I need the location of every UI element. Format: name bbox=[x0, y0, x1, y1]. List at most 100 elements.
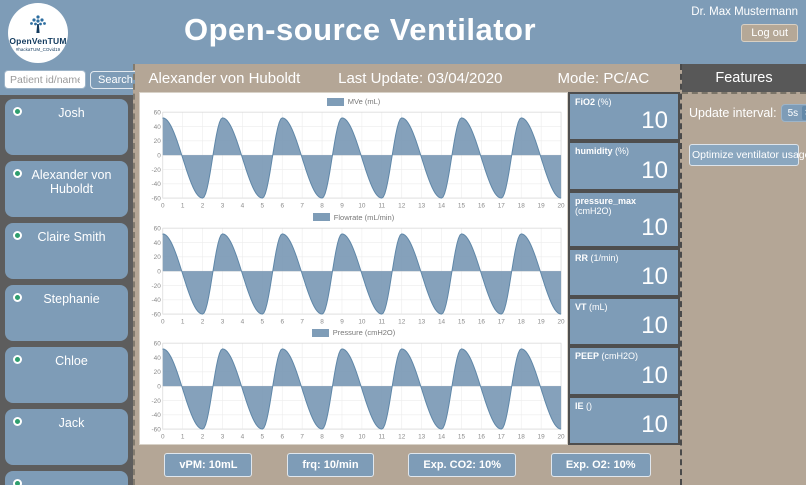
svg-text:16: 16 bbox=[478, 318, 485, 325]
svg-text:12: 12 bbox=[398, 202, 405, 209]
parameter-card-pressure_max: pressure_max (cmH2O) 10 bbox=[568, 190, 680, 248]
svg-text:0: 0 bbox=[157, 152, 161, 159]
parameter-value: 10 bbox=[641, 312, 668, 340]
current-user-name: Dr. Max Mustermann bbox=[691, 6, 798, 18]
patient-card[interactable]: Stephanie bbox=[5, 285, 128, 341]
svg-text:19: 19 bbox=[538, 434, 545, 441]
svg-text:1: 1 bbox=[181, 202, 185, 209]
parameter-label: VT (mL) bbox=[575, 301, 608, 312]
svg-text:15: 15 bbox=[458, 202, 465, 209]
parameter-value: 10 bbox=[641, 156, 668, 184]
parameter-label: humidity (%) bbox=[575, 146, 630, 157]
svg-text:10: 10 bbox=[358, 434, 365, 441]
svg-text:17: 17 bbox=[498, 202, 505, 209]
patient-card[interactable] bbox=[5, 471, 128, 485]
svg-text:3: 3 bbox=[221, 434, 225, 441]
patient-card[interactable]: Josh bbox=[5, 99, 128, 155]
svg-text:2: 2 bbox=[201, 318, 205, 325]
svg-text:-20: -20 bbox=[151, 398, 161, 405]
svg-text:7: 7 bbox=[300, 318, 304, 325]
svg-text:14: 14 bbox=[438, 434, 445, 441]
parameter-value: 10 bbox=[641, 262, 668, 290]
legend-label: Pressure (cmH2O) bbox=[332, 328, 396, 338]
logo-tree-icon bbox=[30, 15, 46, 33]
chart-plot-pressure-cmh2o: 0 1 2 3 4 5 6 7 8 9 10 11 12 13 14 15 16 17 18 19 20-60-40-2… bbox=[151, 341, 564, 441]
svg-text:10: 10 bbox=[358, 202, 365, 209]
parameter-label: FiO2 (%) bbox=[575, 97, 612, 107]
svg-text:14: 14 bbox=[438, 202, 445, 209]
parameter-label: IE () bbox=[575, 400, 593, 411]
svg-text:6: 6 bbox=[280, 318, 284, 325]
patient-card[interactable]: Chloe bbox=[5, 347, 128, 403]
parameter-card-ie: IE () 10 bbox=[568, 395, 680, 445]
update-interval-select[interactable]: 5s ▲▼ bbox=[780, 104, 806, 122]
stepper-arrows-icon: ▲▼ bbox=[802, 106, 806, 120]
chart-legend: Pressure (cmH2O) bbox=[142, 326, 565, 339]
svg-text:12: 12 bbox=[398, 434, 405, 441]
logout-button[interactable]: Log out bbox=[741, 24, 798, 42]
svg-text:17: 17 bbox=[498, 434, 505, 441]
svg-text:5: 5 bbox=[261, 434, 265, 441]
patient-name: Josh bbox=[58, 106, 85, 120]
svg-text:40: 40 bbox=[154, 239, 161, 246]
svg-text:-60: -60 bbox=[151, 427, 161, 434]
parameter-card-fio2: FiO2 (%) 10 bbox=[568, 92, 680, 142]
svg-text:0: 0 bbox=[161, 318, 165, 325]
svg-text:4: 4 bbox=[241, 318, 245, 325]
patient-status-icon bbox=[13, 479, 22, 485]
status-badge: vPM: 10mL bbox=[164, 453, 253, 477]
svg-text:40: 40 bbox=[154, 355, 161, 362]
svg-text:40: 40 bbox=[154, 124, 161, 131]
svg-text:13: 13 bbox=[418, 202, 425, 209]
svg-text:20: 20 bbox=[154, 138, 161, 145]
svg-text:19: 19 bbox=[538, 202, 545, 209]
svg-text:12: 12 bbox=[398, 318, 405, 325]
svg-text:18: 18 bbox=[518, 318, 525, 325]
svg-text:16: 16 bbox=[478, 434, 485, 441]
optimize-ventilator-button[interactable]: Optimize ventilator usage bbox=[689, 144, 806, 166]
svg-text:11: 11 bbox=[378, 202, 385, 209]
update-interval-label: Update interval: bbox=[689, 106, 777, 120]
search-button[interactable]: Search bbox=[90, 70, 141, 89]
parameter-value: 10 bbox=[641, 410, 668, 438]
svg-text:3: 3 bbox=[221, 202, 225, 209]
svg-text:5: 5 bbox=[261, 202, 265, 209]
svg-text:13: 13 bbox=[418, 434, 425, 441]
patient-name: Claire Smith bbox=[37, 230, 106, 244]
svg-text:60: 60 bbox=[154, 225, 161, 232]
patient-name: Chloe bbox=[55, 354, 88, 368]
svg-text:13: 13 bbox=[418, 318, 425, 325]
svg-text:0: 0 bbox=[161, 434, 165, 441]
svg-text:-40: -40 bbox=[151, 181, 161, 188]
ventilation-mode-text: Mode: PC/AC bbox=[557, 69, 650, 87]
parameter-column: FiO2 (%) 10 humidity (%) 10 pressure_max (cm… bbox=[568, 92, 680, 445]
svg-text:-40: -40 bbox=[151, 297, 161, 304]
parameter-value: 10 bbox=[641, 361, 668, 389]
parameter-value: 10 bbox=[641, 213, 668, 241]
svg-text:0: 0 bbox=[157, 268, 161, 275]
patient-status-icon bbox=[13, 231, 22, 240]
patient-card[interactable]: Jack bbox=[5, 409, 128, 465]
svg-text:1: 1 bbox=[181, 318, 185, 325]
legend-swatch-icon bbox=[311, 328, 329, 337]
page-title: Open-source Ventilator bbox=[183, 12, 537, 47]
svg-text:1: 1 bbox=[181, 434, 185, 441]
patient-card[interactable]: Alexander von Huboldt bbox=[5, 161, 128, 217]
svg-text:18: 18 bbox=[518, 202, 525, 209]
active-patient-name: Alexander von Huboldt bbox=[148, 69, 301, 87]
last-update-text: Last Update: 03/04/2020 bbox=[338, 69, 503, 87]
patient-name: Alexander von Huboldt bbox=[31, 168, 112, 197]
parameter-label: RR (1/min) bbox=[575, 252, 619, 263]
parameter-card-peep: PEEP (cmH2O) 10 bbox=[568, 346, 680, 396]
legend-swatch-icon bbox=[312, 213, 330, 222]
status-badge: Exp. O2: 10% bbox=[550, 453, 651, 477]
chart-legend: Flowrate (mL/min) bbox=[142, 211, 565, 224]
patient-card[interactable]: Claire Smith bbox=[5, 223, 128, 279]
svg-text:-20: -20 bbox=[151, 167, 161, 174]
svg-text:3: 3 bbox=[221, 318, 225, 325]
patient-status-icon bbox=[13, 107, 22, 116]
patient-search-input[interactable] bbox=[4, 70, 86, 89]
svg-text:4: 4 bbox=[241, 434, 245, 441]
charts-panel: MVe (mL) 0 1 2 3 4 5 6 7 8 9 10 11 12 13 14 15 16 17 18 19 20… bbox=[139, 92, 568, 445]
patient-status-icon bbox=[13, 417, 22, 426]
